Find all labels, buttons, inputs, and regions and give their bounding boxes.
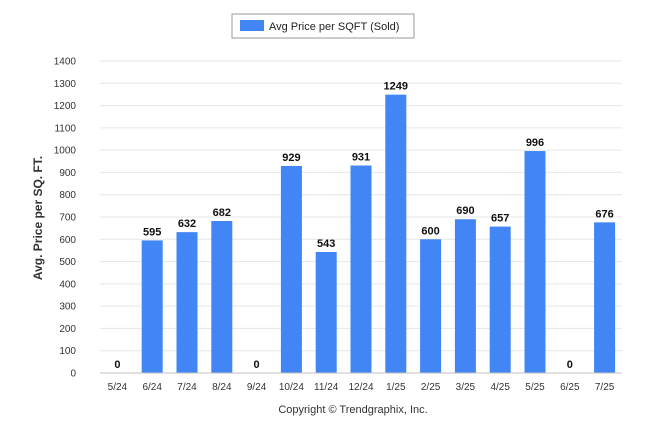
bar	[141, 240, 163, 373]
x-tick-label: 6/24	[142, 382, 162, 393]
x-tick-label: 8/24	[212, 382, 232, 393]
bar	[454, 219, 476, 373]
bar	[280, 165, 302, 373]
bar	[315, 251, 337, 373]
x-tick-label: 5/25	[525, 382, 545, 393]
x-tick-label: 7/25	[595, 382, 615, 393]
y-tick-label: 1100	[54, 123, 76, 134]
x-tick-label: 2/25	[421, 382, 441, 393]
x-tick-label: 6/25	[560, 382, 580, 393]
bar	[350, 165, 372, 373]
bar-value-label: 632	[178, 218, 196, 230]
bar-value-label: 0	[114, 359, 120, 371]
bars	[141, 94, 616, 373]
y-tick-label: 200	[59, 324, 76, 335]
y-tick-label: 900	[59, 168, 76, 179]
x-tick-label: 11/24	[314, 382, 339, 393]
y-tick-label: 0	[70, 369, 76, 380]
bar	[385, 94, 407, 373]
bar	[420, 239, 442, 373]
bar-value-label: 600	[421, 225, 439, 237]
y-tick-label: 500	[59, 257, 76, 268]
bar-value-label: 682	[213, 207, 231, 219]
bar-value-label: 543	[317, 238, 335, 250]
bar-value-label: 931	[352, 152, 370, 164]
x-tick-label: 7/24	[177, 382, 197, 393]
y-tick-label: 600	[59, 235, 76, 246]
bar-value-label: 657	[491, 213, 509, 225]
y-tick-label: 1000	[54, 146, 77, 157]
bar-value-label: 690	[456, 205, 474, 217]
y-tick-label: 1400	[54, 57, 77, 68]
bar	[594, 222, 616, 373]
x-tick-label: 9/24	[247, 382, 267, 393]
y-tick-label: 400	[59, 279, 76, 290]
bar-value-label: 1249	[384, 81, 408, 93]
bar	[176, 232, 198, 373]
x-tick-label: 5/24	[108, 382, 128, 393]
bar	[211, 221, 233, 373]
legend: Avg Price per SQFT (Sold)	[231, 13, 415, 39]
y-axis-ticks: 0 100 200 300 400 500 600 700 800 900 1000 1100 1200…	[54, 57, 77, 380]
bar	[524, 151, 546, 373]
x-tick-label: 1/25	[386, 382, 406, 393]
y-tick-label: 700	[59, 213, 76, 224]
y-tick-label: 800	[59, 190, 76, 201]
y-axis-label: Avg. Price per SQ. FT.	[31, 156, 45, 280]
copyright-text: Copyright © Trendgraphix, Inc.	[278, 404, 427, 416]
x-tick-label: 10/24	[279, 382, 304, 393]
bar-value-label: 996	[526, 137, 544, 149]
bar-value-label: 676	[595, 208, 613, 220]
x-tick-label: 3/25	[456, 382, 476, 393]
y-tick-label: 1300	[54, 79, 77, 90]
x-axis-ticks: 5/24 6/24 7/24 8/24 9/24 10/24 11/24 12/24 1/25 2…	[108, 382, 615, 393]
bar-value-labels: 0 595 632 682 0 929 543 931 1249 600 690 657 996 0 676	[114, 81, 613, 371]
legend-swatch	[240, 20, 264, 31]
bar-value-label: 0	[567, 359, 573, 371]
bar-value-label: 929	[282, 152, 300, 164]
bar-value-label: 595	[143, 226, 161, 238]
x-tick-label: 4/25	[490, 382, 510, 393]
bar	[489, 226, 511, 373]
y-tick-label: 300	[59, 302, 76, 313]
bar-value-label: 0	[254, 359, 260, 371]
y-tick-label: 100	[59, 346, 76, 357]
legend-label: Avg Price per SQFT (Sold)	[269, 21, 399, 33]
y-tick-label: 1200	[54, 101, 77, 112]
x-tick-label: 12/24	[348, 382, 373, 393]
